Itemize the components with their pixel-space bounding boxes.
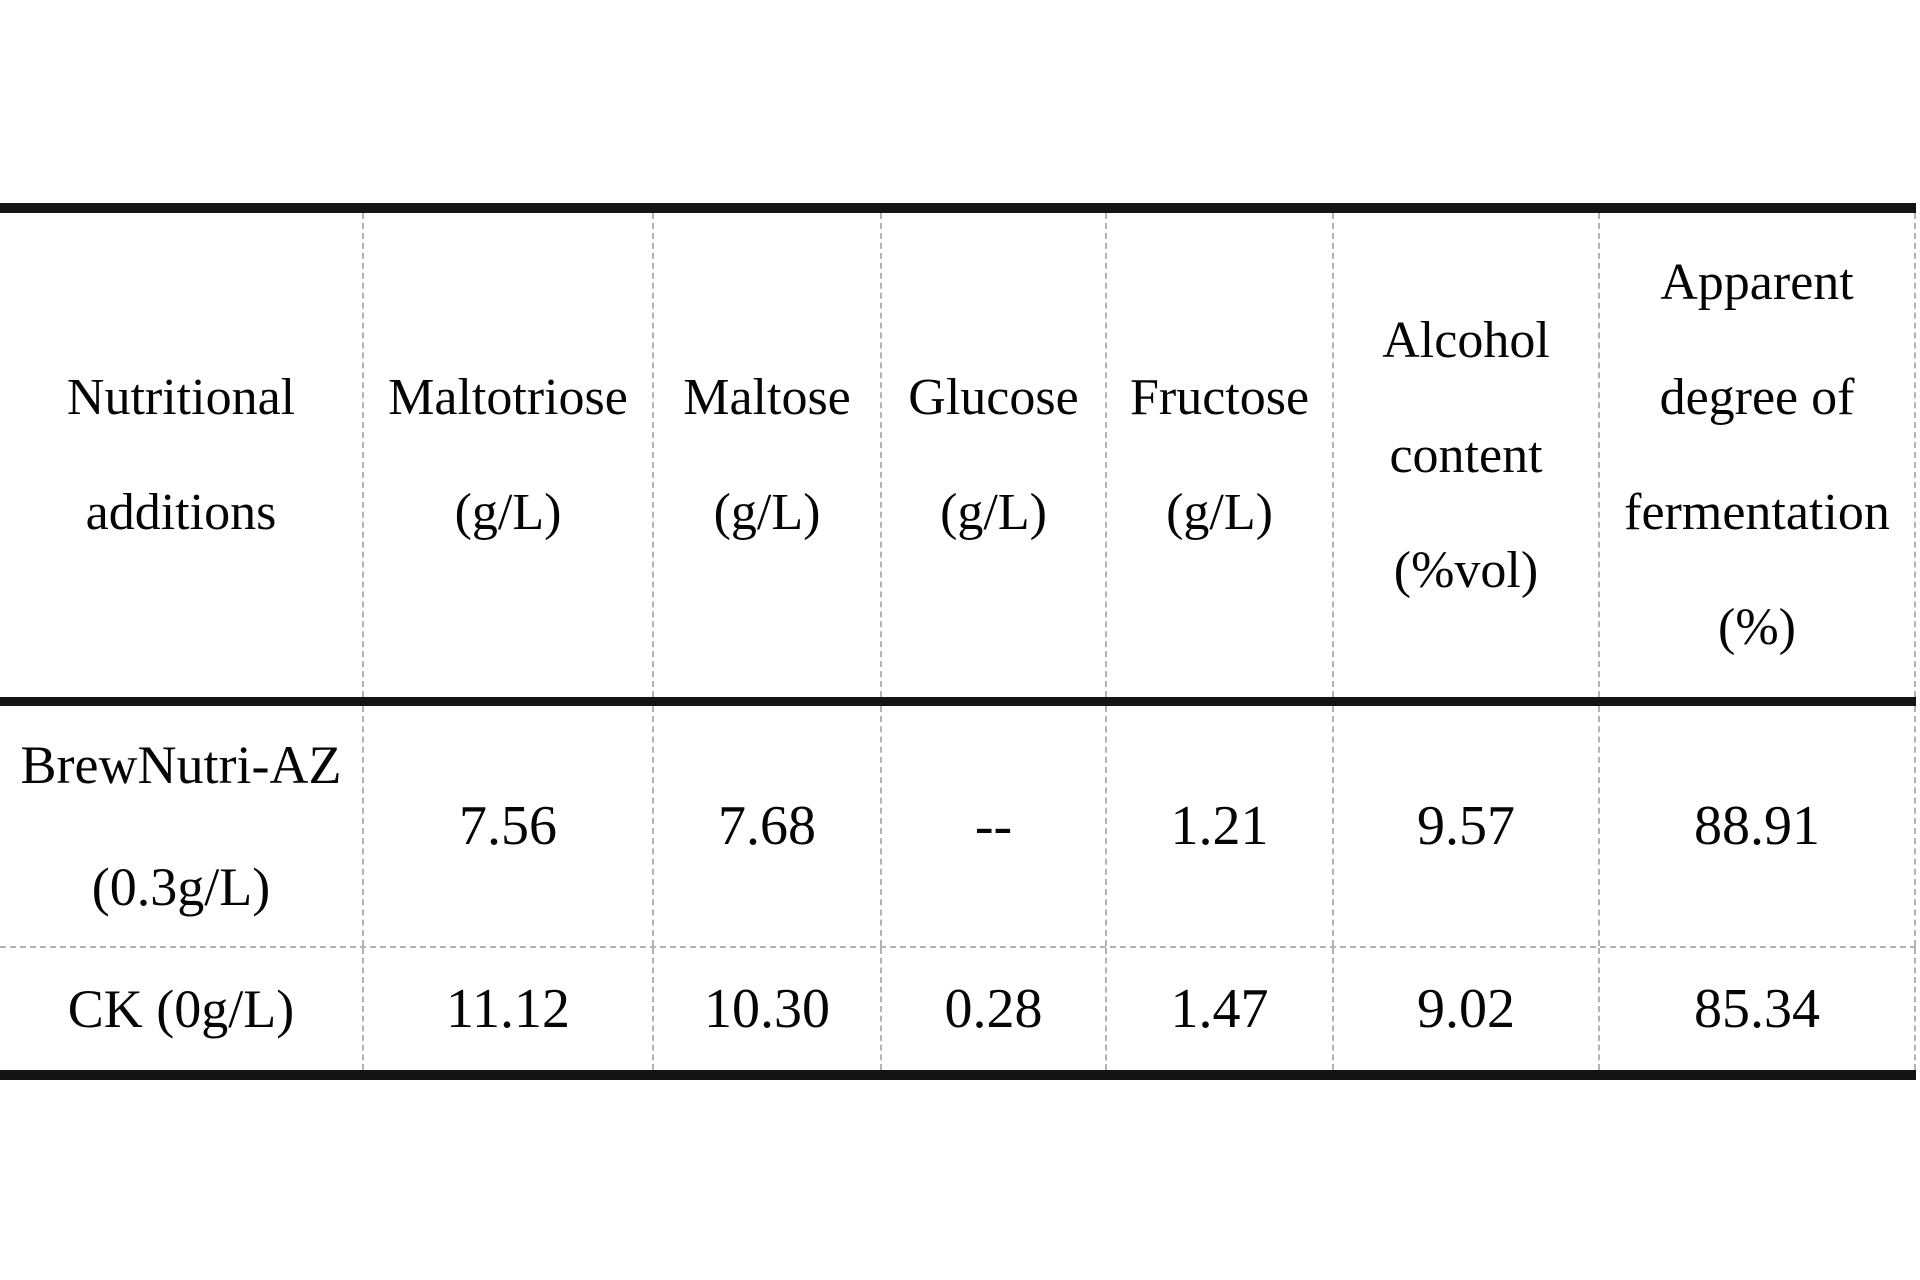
cell-value: 85.34 xyxy=(1694,978,1820,1040)
column-header-maltotriose: Maltotriose (g/L) xyxy=(362,213,652,697)
row-label-line: BrewNutri-AZ xyxy=(20,735,342,795)
cell-value: 7.68 xyxy=(718,795,816,857)
column-header-line: Maltose xyxy=(683,369,851,426)
column-header-line: Fructose xyxy=(1129,369,1310,426)
column-header-line: Maltotriose xyxy=(388,369,628,426)
row-label-line: (0.3g/L) xyxy=(91,857,271,917)
cell-value: -- xyxy=(974,795,1013,857)
column-header-line: fermentation xyxy=(1624,484,1890,541)
row-label: CK (0g/L) xyxy=(0,948,362,1070)
column-header-line: degree of xyxy=(1659,369,1855,426)
column-header-line: (%) xyxy=(1718,599,1796,656)
column-header-glucose: Glucose (g/L) xyxy=(880,213,1105,697)
cell-value: 9.02 xyxy=(1417,978,1515,1040)
table-cell: 1.21 xyxy=(1105,706,1332,946)
cell-value: 0.28 xyxy=(944,978,1043,1040)
header-row: Nutritional additions Maltotriose (g/L) … xyxy=(0,213,1916,706)
table-row: CK (0g/L) 11.12 10.30 0.28 1.47 9.02 85.… xyxy=(0,948,1916,1070)
column-header-maltose: Maltose (g/L) xyxy=(652,213,880,697)
row-label: BrewNutri-AZ (0.3g/L) xyxy=(0,706,362,946)
cell-value: 88.91 xyxy=(1694,795,1820,857)
table-cell: 11.12 xyxy=(362,948,652,1070)
column-header-alcohol-content: Alcohol content (%vol) xyxy=(1332,213,1598,697)
cell-value: 9.57 xyxy=(1417,795,1515,857)
column-header-line: Alcohol xyxy=(1382,311,1550,369)
column-header-line: (g/L) xyxy=(940,484,1047,541)
column-header-line: content xyxy=(1389,426,1543,484)
column-header-line: (g/L) xyxy=(454,484,562,541)
table-cell: 0.28 xyxy=(880,948,1105,1070)
table-row: BrewNutri-AZ (0.3g/L) 7.56 7.68 -- 1.21 … xyxy=(0,706,1916,948)
column-header-nutritional-additions: Nutritional additions xyxy=(0,213,362,697)
column-header-line: Apparent xyxy=(1660,254,1854,311)
table-cell: 1.47 xyxy=(1105,948,1332,1070)
cell-value: 7.56 xyxy=(459,795,557,857)
results-table: Nutritional additions Maltotriose (g/L) … xyxy=(0,203,1916,1080)
table-cell: 10.30 xyxy=(652,948,880,1070)
table-cell: -- xyxy=(880,706,1105,946)
column-header-line: (g/L) xyxy=(1166,484,1273,541)
cell-value: 10.30 xyxy=(704,978,830,1040)
column-header-apparent-degree-of-fermentation: Apparent degree of fermentation (%) xyxy=(1598,213,1916,697)
column-header-line: additions xyxy=(85,484,277,541)
table-cell: 7.56 xyxy=(362,706,652,946)
table-cell: 9.57 xyxy=(1332,706,1598,946)
table-cell: 85.34 xyxy=(1598,948,1916,1070)
row-label-line: CK (0g/L) xyxy=(67,979,295,1039)
table-cell: 7.68 xyxy=(652,706,880,946)
column-header-fructose: Fructose (g/L) xyxy=(1105,213,1332,697)
cell-value: 1.21 xyxy=(1170,795,1269,857)
cell-value: 11.12 xyxy=(446,978,570,1040)
cell-value: 1.47 xyxy=(1170,978,1269,1040)
table-cell: 9.02 xyxy=(1332,948,1598,1070)
column-header-line: Glucose xyxy=(908,369,1079,426)
column-header-line: Nutritional xyxy=(66,369,296,426)
table-cell: 88.91 xyxy=(1598,706,1916,946)
column-header-line: (%vol) xyxy=(1393,541,1539,599)
column-header-line: (g/L) xyxy=(713,484,821,541)
